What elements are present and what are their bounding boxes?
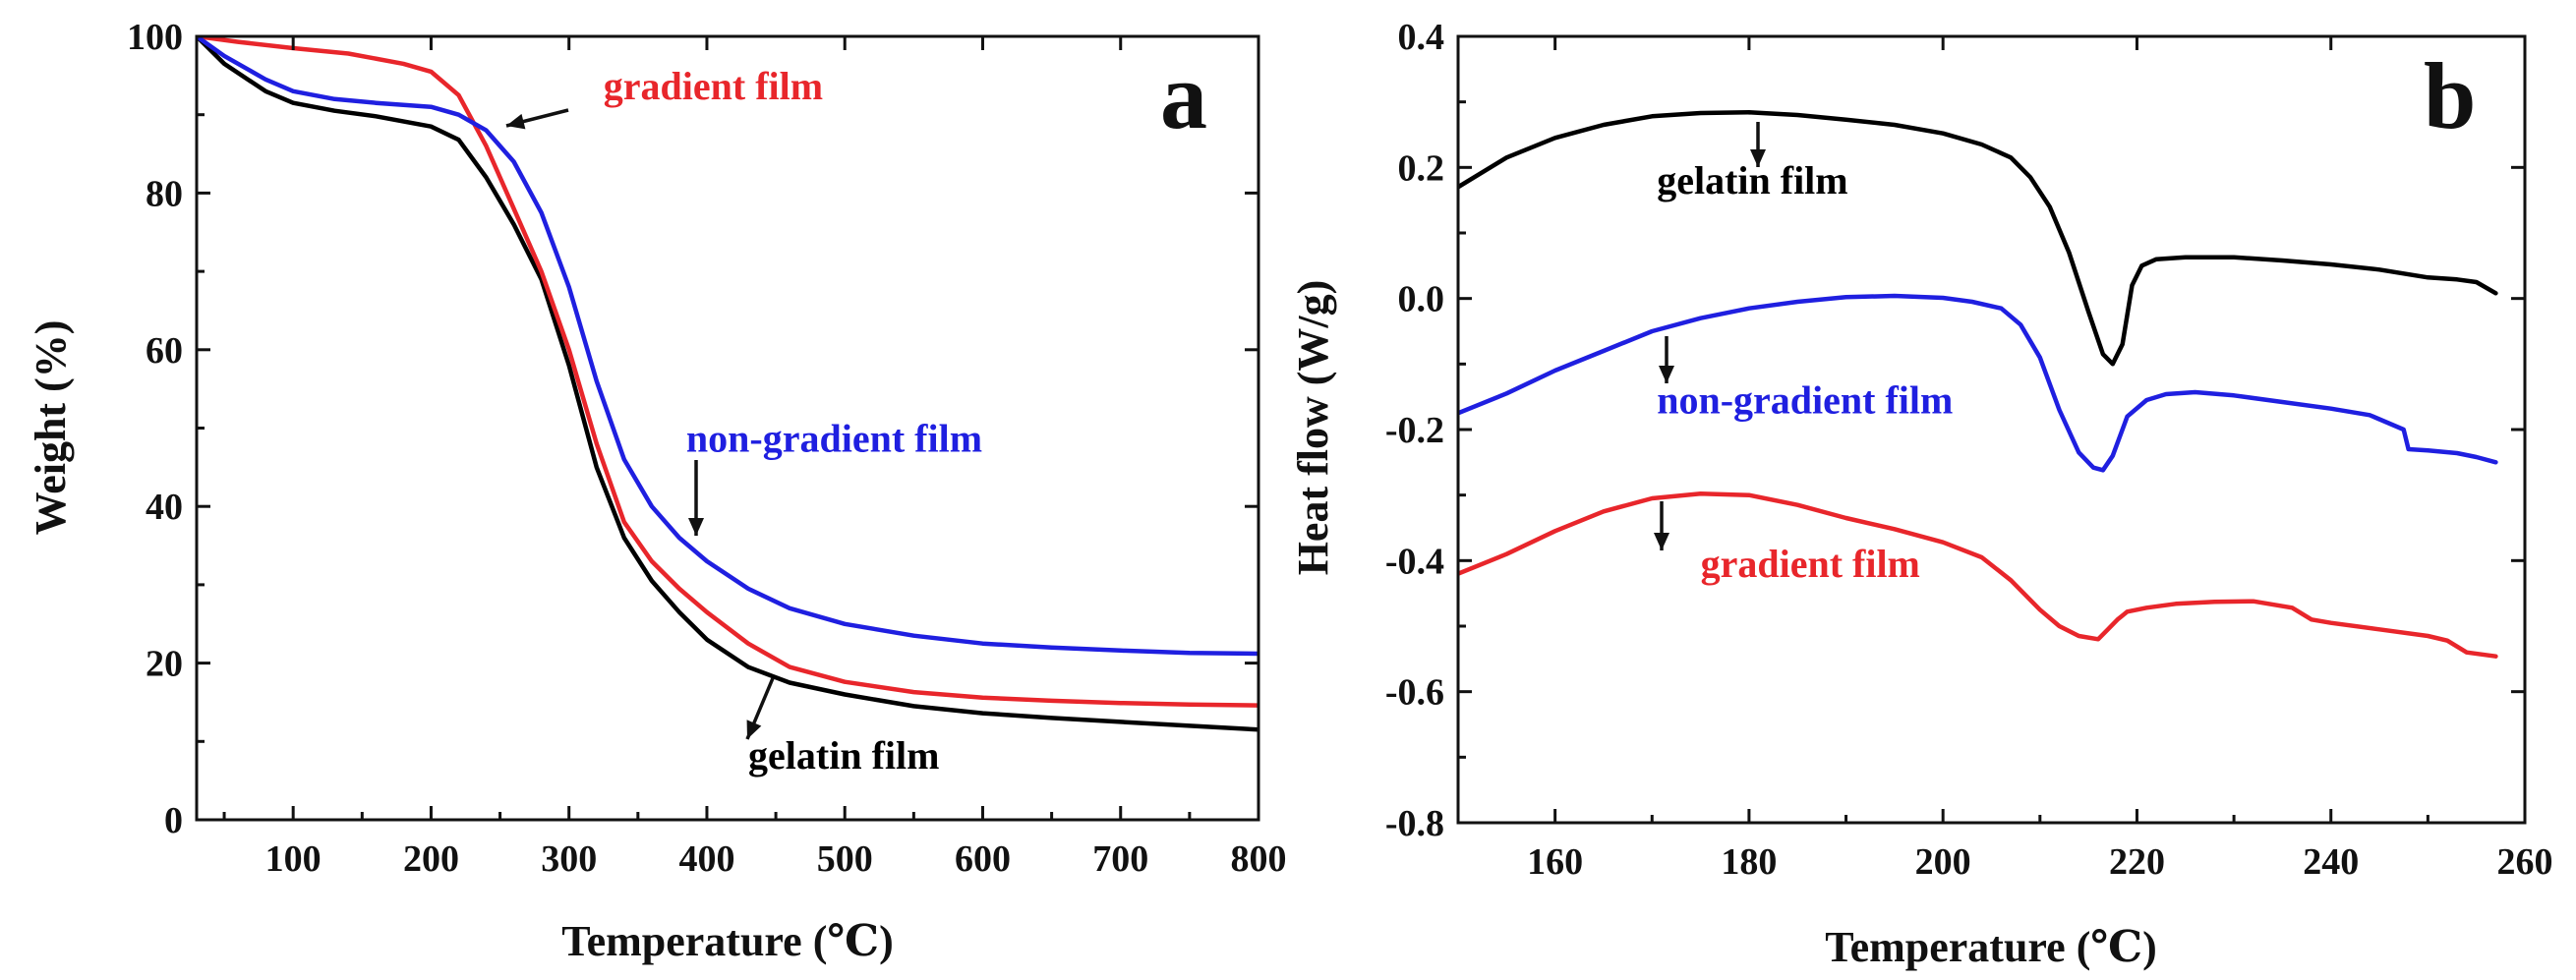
panel-a-ticks: 100 200 300 400 500 600 700 800 0 20 40 60 80 100 <box>127 17 1287 880</box>
panel-a-letter: a <box>1160 43 1207 148</box>
panel-a-x-axis-title: Temperature (℃) <box>561 917 893 965</box>
x-tick-label: 180 <box>1721 841 1777 883</box>
y-tick-label: -0.8 <box>1385 803 1444 844</box>
x-tick-label: 240 <box>2303 841 2359 883</box>
panel-a-series <box>197 36 1259 732</box>
arrow-gelatin-film-b <box>1750 122 1766 167</box>
panel-b-y-axis-title: Heat flow (W/g) <box>1289 280 1337 576</box>
x-tick-label: 600 <box>955 838 1011 880</box>
series-line-gelatin-film <box>197 36 1259 732</box>
annotation-arrows <box>505 108 1766 740</box>
y-tick-label: -0.6 <box>1385 672 1444 714</box>
series-line-gradient-film <box>1458 491 2498 659</box>
y-tick-label: 0.2 <box>1398 147 1445 189</box>
annotation-label-non-gradient-film: non-gradient film <box>686 416 982 460</box>
y-tick-label: 80 <box>146 173 183 214</box>
panel-a-weight-chart: 100 200 300 400 500 600 700 800 0 20 40 60 80 100 a T… <box>27 17 1287 965</box>
x-tick-label: 160 <box>1527 841 1583 883</box>
panel-b-series <box>1458 110 2498 659</box>
x-tick-label: 100 <box>265 838 322 880</box>
panel-b-heatflow-chart: 160 180 200 220 240 260 -0.8 -0.6 -0.4 -0.2 0.0 0.2… <box>1289 17 2553 971</box>
annotation-label-gradient-film: gradient film <box>604 64 823 108</box>
x-tick-label: 500 <box>817 838 873 880</box>
arrow-non-gradient-film-b <box>1659 336 1674 383</box>
x-tick-label: 700 <box>1092 838 1148 880</box>
panel-a-y-axis-title: Weight (%) <box>27 320 75 536</box>
y-tick-label: -0.2 <box>1385 410 1444 451</box>
panel-a-annotations: gradient film non-gradient film gelatin fi… <box>604 64 982 778</box>
y-tick-label: 40 <box>146 487 183 528</box>
x-tick-label: 220 <box>2109 841 2165 883</box>
series-line-gradient-film <box>197 36 1259 708</box>
arrow-gradient-film <box>505 108 569 130</box>
series-line-gelatin-film <box>1458 110 2498 367</box>
x-tick-label: 400 <box>678 838 734 880</box>
arrow-gelatin-film-a <box>745 677 775 740</box>
panel-a-plot-frame <box>195 34 1260 822</box>
series-line-non-gradient-film <box>197 36 1259 657</box>
y-tick-label: -0.4 <box>1385 541 1444 582</box>
x-tick-label: 200 <box>403 838 459 880</box>
x-tick-label: 300 <box>541 838 597 880</box>
annotation-label-gelatin-film: gelatin film <box>748 733 939 778</box>
annotation-label-non-gradient-film: non-gradient film <box>1657 377 1953 422</box>
x-tick-label: 200 <box>1915 841 1971 883</box>
panel-b-x-axis-title: Temperature (℃) <box>1825 923 2156 971</box>
panel-b-ticks: 160 180 200 220 240 260 -0.8 -0.6 -0.4 -0.2 0.0 0.2… <box>1385 17 2553 883</box>
x-tick-label: 260 <box>2497 841 2553 883</box>
panel-b-plot-frame <box>1456 34 2527 825</box>
annotation-label-gelatin-film: gelatin film <box>1657 158 1847 202</box>
annotation-label-gradient-film: gradient film <box>1701 542 1920 586</box>
x-tick-label: 800 <box>1231 838 1287 880</box>
panel-b-annotations: gelatin film non-gradient film gradient fi… <box>1657 158 1953 586</box>
series-line-non-gradient-film <box>1458 293 2498 473</box>
arrow-non-gradient-film <box>688 460 704 536</box>
y-tick-label: 60 <box>146 330 183 372</box>
y-tick-label: 20 <box>146 644 183 685</box>
arrow-gradient-film-b <box>1654 501 1669 550</box>
y-tick-label: 0.0 <box>1398 279 1445 320</box>
y-tick-label: 0.4 <box>1398 17 1445 58</box>
panel-b-letter: b <box>2424 43 2476 148</box>
y-tick-label: 100 <box>127 17 183 58</box>
y-tick-label: 0 <box>164 800 183 841</box>
